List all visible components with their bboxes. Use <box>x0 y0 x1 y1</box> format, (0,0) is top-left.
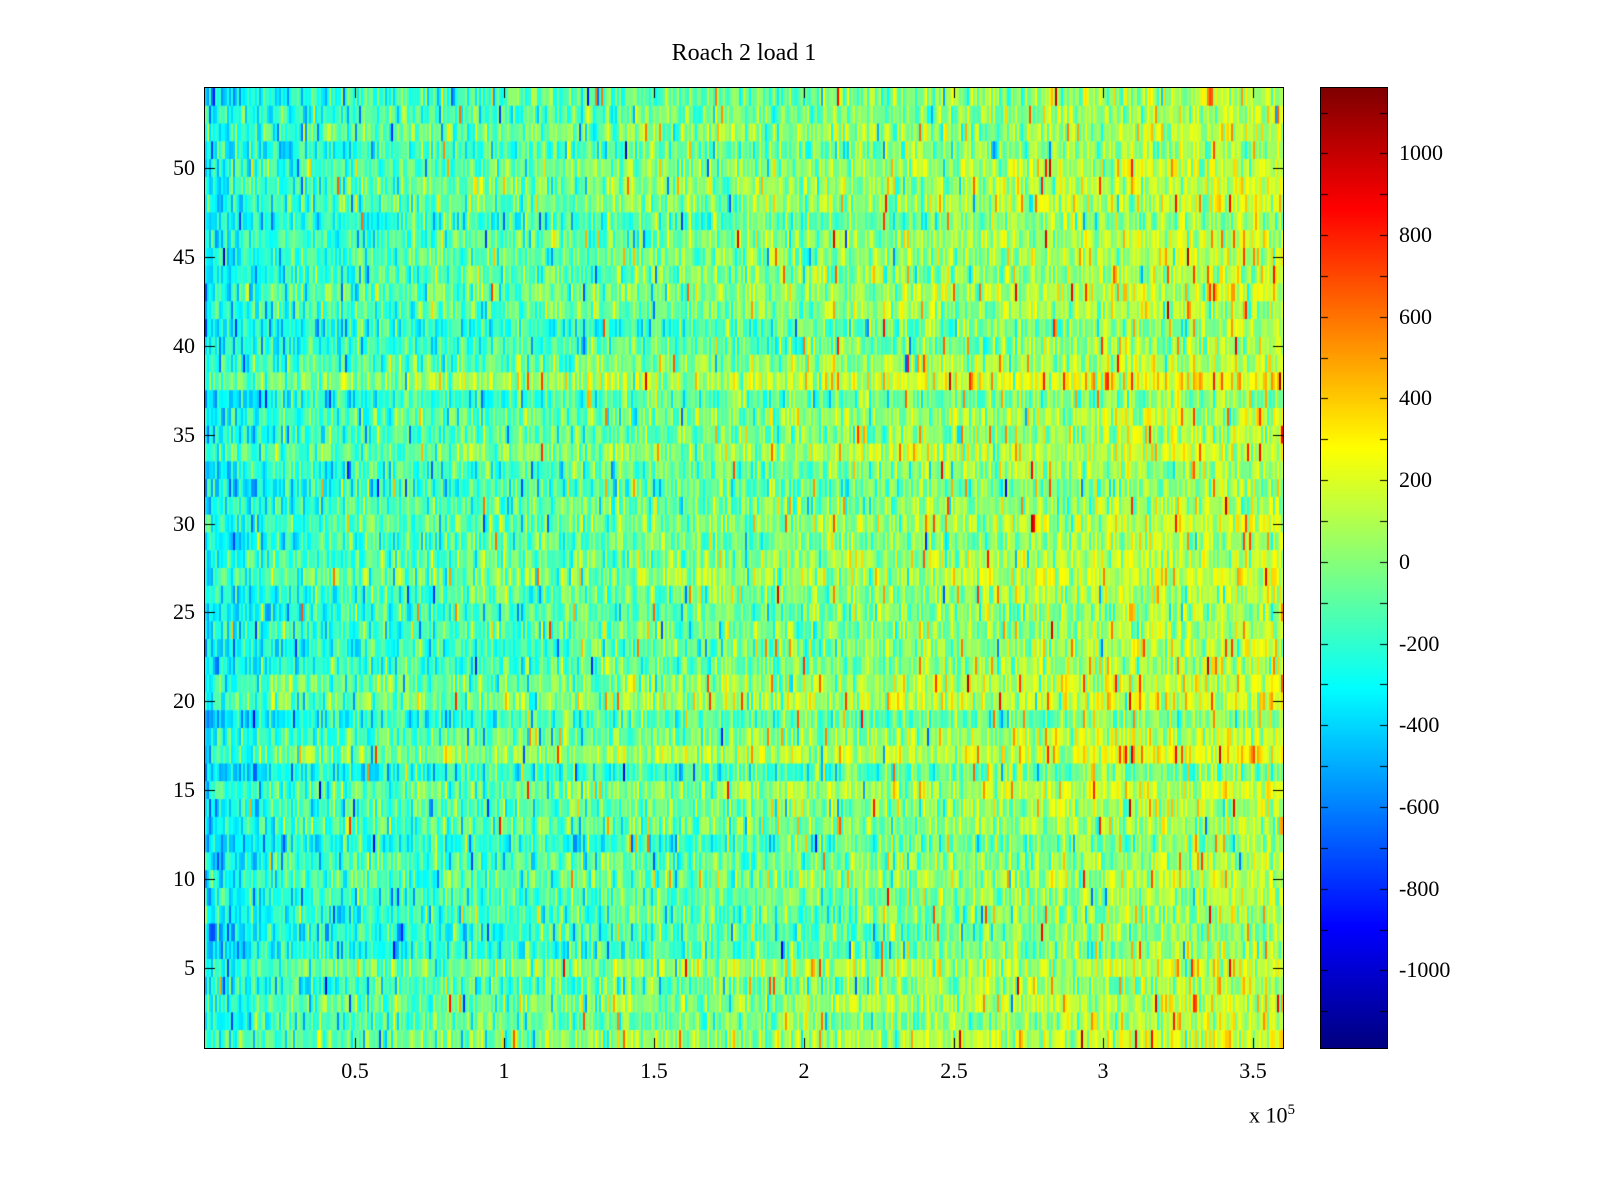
colorbar-tick-label: 800 <box>1399 222 1432 247</box>
colorbar-tick-label: 1000 <box>1399 140 1443 165</box>
colorbar-tick-label: -600 <box>1399 794 1440 819</box>
colorbar-tick-label: 600 <box>1399 304 1432 329</box>
x-tick-label: 2.5 <box>940 1058 968 1083</box>
x-tick-label: 1 <box>498 1058 510 1083</box>
colorbar-tick-label: -200 <box>1399 631 1440 656</box>
y-tick-label: 30 <box>173 511 195 536</box>
x-tick-label: 3.5 <box>1239 1058 1267 1083</box>
x-tick-label: 1.5 <box>640 1058 668 1083</box>
x-axis-multiplier-exponent: 5 <box>1287 1102 1296 1118</box>
plot-area <box>204 87 1284 1049</box>
x-tick-label: 3 <box>1097 1058 1109 1083</box>
colorbar <box>1320 87 1388 1049</box>
colorbar-tick-label: -400 <box>1399 712 1440 737</box>
colorbar-tick-label: 400 <box>1399 385 1432 410</box>
colorbar-tick-label: -1000 <box>1399 957 1451 982</box>
x-tick-label: 0.5 <box>341 1058 369 1083</box>
y-tick-label: 5 <box>184 955 195 980</box>
x-tick-label: 2 <box>798 1058 810 1083</box>
x-axis-multiplier-base: x 10 <box>1249 1102 1288 1128</box>
y-tick-label: 45 <box>173 244 195 269</box>
colorbar-canvas <box>1321 88 1387 1048</box>
heatmap-canvas <box>205 88 1283 1048</box>
y-tick-label: 10 <box>173 866 195 891</box>
colorbar-tick-label: 200 <box>1399 467 1432 492</box>
colorbar-tick-label: 0 <box>1399 549 1410 574</box>
y-tick-label: 40 <box>173 333 195 358</box>
y-tick-label: 50 <box>173 155 195 180</box>
y-tick-label: 15 <box>173 777 195 802</box>
y-tick-label: 35 <box>173 422 195 447</box>
colorbar-tick-label: -800 <box>1399 876 1440 901</box>
y-tick-label: 25 <box>173 599 195 624</box>
y-tick-label: 20 <box>173 688 195 713</box>
chart-title: Roach 2 load 1 <box>671 40 817 66</box>
x-axis-multiplier: x 105 <box>1195 1102 1295 1128</box>
